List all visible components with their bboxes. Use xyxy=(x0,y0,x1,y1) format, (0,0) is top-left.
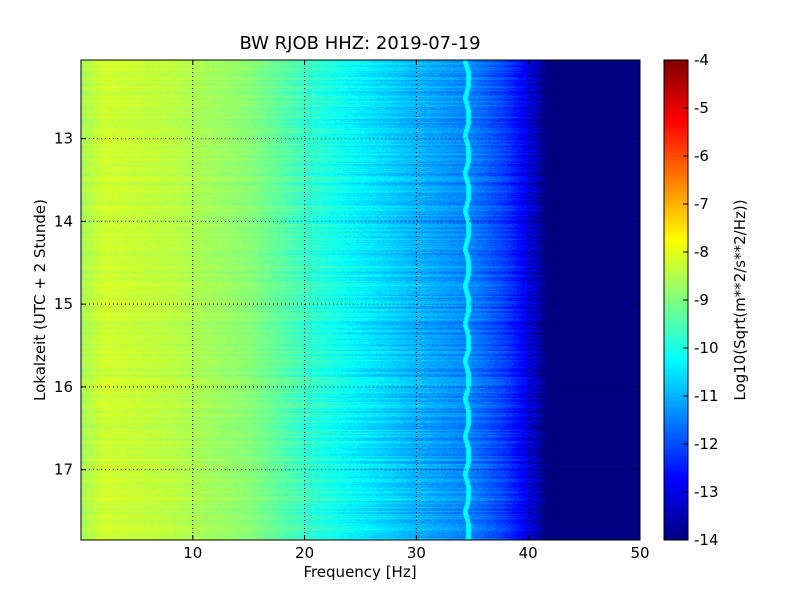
colorbar-tick-label: -9 xyxy=(694,291,709,309)
y-tick-label: 17 xyxy=(54,461,73,479)
colorbar: -4 -5 -6 -7 -8 -9 -10 -11 -12 -13 -14 Log10(Sqrt(m… xyxy=(663,51,749,549)
spectrogram-heatmap xyxy=(81,60,640,540)
y-tick-label: 16 xyxy=(54,378,73,396)
y-axis-ticks: 13 14 15 16 17 xyxy=(54,130,640,479)
y-tick-label: 15 xyxy=(54,295,73,313)
colorbar-label: Log10(Sqrt(m**2/s**2/Hz)) xyxy=(731,199,749,400)
colorbar-ticks: -4 -5 -6 -7 -8 -9 -10 -11 -12 -13 -14 xyxy=(683,51,719,549)
x-tick-label: 50 xyxy=(630,544,649,562)
x-axis-label: Frequency [Hz] xyxy=(303,563,416,581)
plot-frame xyxy=(80,59,641,541)
chart-title: BW RJOB HHZ: 2019-07-19 xyxy=(239,33,480,54)
x-axis-ticks: 10 20 30 40 50 xyxy=(183,60,650,562)
colorbar-tick-label: -10 xyxy=(694,339,719,357)
x-tick-label: 30 xyxy=(407,544,426,562)
colorbar-tick-label: -13 xyxy=(694,483,719,501)
colorbar-tick-label: -7 xyxy=(694,195,709,213)
colorbar-tick-label: -6 xyxy=(694,147,709,165)
colorbar-tick-label: -8 xyxy=(694,243,709,261)
grid-lines xyxy=(81,60,640,540)
colorbar-tick-label: -5 xyxy=(694,99,709,117)
y-tick-label: 13 xyxy=(54,130,73,148)
colorbar-tick-label: -12 xyxy=(694,435,719,453)
y-axis-label: Lokalzeit (UTC + 2 Stunde) xyxy=(31,199,49,401)
heatmap-area xyxy=(81,60,640,540)
y-tick-label: 14 xyxy=(54,212,73,230)
colorbar-tick-label: -14 xyxy=(694,531,719,549)
colorbar-tick-label: -4 xyxy=(694,51,709,69)
x-tick-label: 20 xyxy=(295,544,314,562)
colorbar-tick-label: -11 xyxy=(694,387,719,405)
x-tick-label: 10 xyxy=(183,544,202,562)
x-tick-label: 40 xyxy=(519,544,538,562)
